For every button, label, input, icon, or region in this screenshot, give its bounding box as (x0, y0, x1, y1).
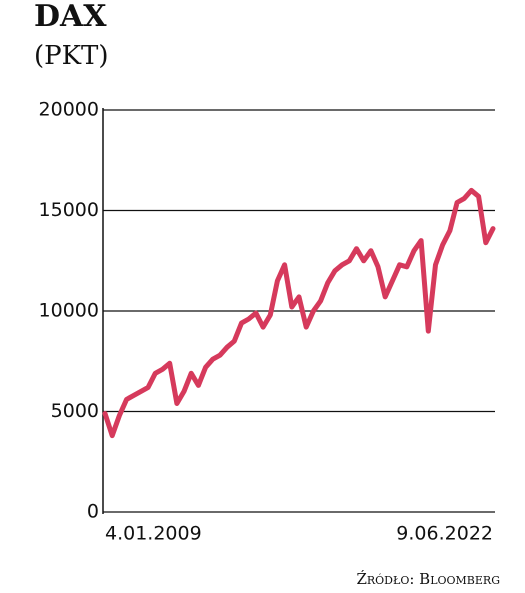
y-tick-label: 15000 (39, 199, 99, 221)
source: Źródło: Bloomberg (356, 570, 500, 588)
y-tick-label: 10000 (39, 300, 99, 322)
x-tick-label: 9.06.2022 (396, 523, 493, 545)
y-tick-label: 5000 (51, 400, 99, 422)
chart-title: DAX (34, 0, 107, 34)
chart-subtitle: (PKT) (34, 41, 109, 71)
data-line (102, 187, 496, 439)
x-tick-label: 4.01.2009 (105, 523, 202, 545)
y-tick-label: 0 (87, 501, 99, 523)
y-tick-label: 20000 (39, 99, 99, 121)
